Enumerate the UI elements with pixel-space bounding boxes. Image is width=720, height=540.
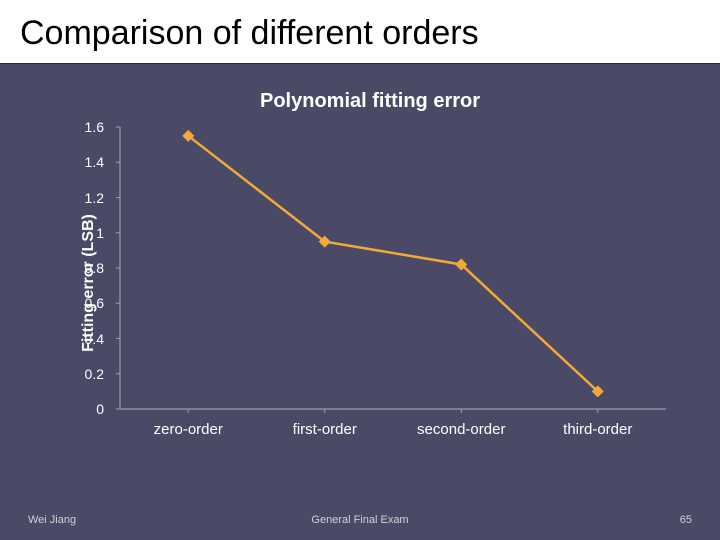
x-tick-label: third-order bbox=[563, 421, 632, 438]
footer-author: Wei Jiang bbox=[28, 514, 76, 526]
x-tick-label: second-order bbox=[417, 421, 505, 438]
title-bar: Comparison of different orders bbox=[0, 0, 720, 64]
y-tick-label: 1.4 bbox=[85, 154, 104, 170]
y-tick-label: 0.4 bbox=[85, 331, 104, 347]
line-chart-svg bbox=[116, 123, 670, 413]
chart-area: Polynomial fitting error Fitting error (… bbox=[70, 90, 670, 480]
x-tick-label: zero-order bbox=[154, 421, 223, 438]
plot bbox=[116, 123, 670, 413]
chart-title: Polynomial fitting error bbox=[70, 90, 670, 113]
plot-wrap: Fitting error (LSB) 00.20.40.60.811.21.4… bbox=[70, 123, 670, 443]
y-tick-label: 0.6 bbox=[85, 295, 104, 311]
y-tick-label: 0 bbox=[96, 401, 104, 417]
y-tick-label: 1.2 bbox=[85, 190, 104, 206]
footer: Wei Jiang General Final Exam 65 bbox=[0, 514, 720, 532]
y-tick-label: 0.8 bbox=[85, 260, 104, 276]
y-tick-label: 0.2 bbox=[85, 366, 104, 382]
y-tick-label: 1.6 bbox=[85, 119, 104, 135]
x-tick-label: first-order bbox=[293, 421, 357, 438]
footer-page-number: 65 bbox=[680, 514, 692, 526]
footer-center: General Final Exam bbox=[311, 514, 408, 526]
y-tick-label: 1 bbox=[96, 225, 104, 241]
y-ticks: 00.20.40.60.811.21.41.6 bbox=[70, 123, 110, 443]
x-ticks: zero-order first-order second-order third-o… bbox=[116, 417, 670, 443]
slide-title: Comparison of different orders bbox=[20, 14, 700, 53]
